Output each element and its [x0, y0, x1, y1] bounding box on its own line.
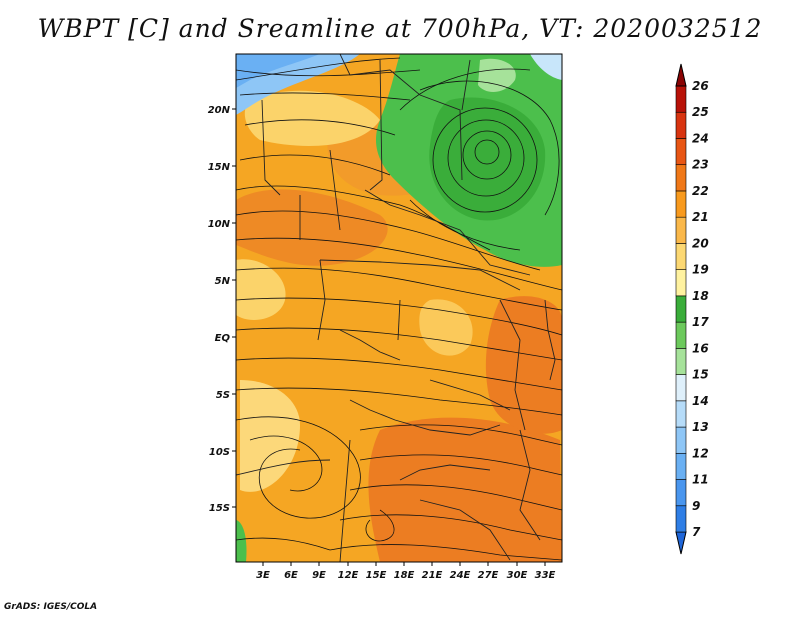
map-frame [235, 53, 563, 563]
colorbar-label: 23 [692, 158, 709, 172]
colorbar-box [675, 505, 687, 533]
colorbar-label: 25 [692, 105, 709, 119]
colorbar-box [675, 85, 687, 113]
colorbar-box [675, 295, 687, 323]
lat-label: 15N [208, 162, 231, 173]
colorbar-label: 7 [692, 525, 701, 539]
field-green-light [478, 58, 516, 92]
colorbar-box [675, 479, 687, 507]
colorbar-box [675, 400, 687, 428]
axis-ticks [232, 108, 546, 566]
lon-label: 21E [422, 570, 443, 581]
field-pale-west [236, 259, 286, 320]
lon-label: 6E [284, 570, 298, 581]
lon-label: 24E [450, 570, 471, 581]
lon-label: 9E [312, 570, 326, 581]
lat-label: 15S [209, 503, 230, 514]
country-boundaries [236, 54, 556, 562]
lon-label: 33E [535, 570, 556, 581]
colorbar-box [675, 374, 687, 402]
lon-label: 30E [507, 570, 528, 581]
lon-label: 27E [478, 570, 499, 581]
colorbar-label: 26 [692, 79, 709, 93]
colorbar-box [675, 190, 687, 218]
colorbar-box [675, 452, 687, 480]
wbpt-field [236, 54, 562, 562]
lat-label: 20N [208, 105, 231, 116]
lon-label: 18E [394, 570, 415, 581]
colorbar-label: 14 [692, 394, 709, 408]
colorbar-box [675, 321, 687, 349]
lon-label: 12E [338, 570, 359, 581]
colorbar-label: 21 [692, 210, 709, 224]
colorbar-arrow-high [675, 63, 687, 87]
colorbar-box [675, 164, 687, 192]
lat-label: EQ [215, 333, 231, 344]
lat-label: 10S [209, 447, 230, 458]
colorbar-label: 19 [692, 263, 709, 277]
field-hot-east [485, 296, 562, 434]
grads-credit: GrADS: IGES/COLA [4, 602, 98, 612]
colorbar-label: 11 [692, 473, 709, 487]
colorbar-box [675, 269, 687, 297]
colorbar-label: 12 [692, 446, 709, 460]
field-hot-west [236, 189, 388, 266]
colorbar-label: 17 [692, 315, 709, 329]
lat-label: 5S [216, 390, 230, 401]
colorbar-label: 24 [692, 131, 709, 145]
colorbar-label: 22 [692, 184, 709, 198]
field-green-southwest [236, 520, 247, 562]
map-title: WBPT [C] and Sreamline at 700hPa, VT: 20… [37, 14, 763, 43]
field-hot-south [368, 417, 562, 562]
longitude-labels: 3E 6E 9E 12E 15E 18E 21E 24E 27E 30E 33E [256, 570, 555, 581]
latitude-labels: 20N 15N 10N 5N EQ 5S 10S 15S [208, 105, 231, 514]
colorbar-box [675, 138, 687, 166]
colorbar-box [675, 216, 687, 244]
field-blue-deep [236, 54, 320, 88]
colorbar-box [675, 348, 687, 375]
colorbar-label: 9 [692, 499, 700, 513]
streamlines [236, 57, 562, 561]
colorbar-label: 18 [692, 289, 709, 303]
field-pale-north [244, 90, 380, 146]
lon-label: 3E [256, 570, 270, 581]
lat-label: 5N [215, 276, 231, 287]
colorbar-box [675, 426, 687, 454]
colorbar-arrow-low [675, 531, 687, 555]
lon-label: 15E [366, 570, 387, 581]
colorbar-label: 15 [692, 368, 709, 382]
colorbar-label: 20 [692, 236, 709, 250]
colorbar-box [675, 243, 687, 270]
field-green-core [429, 97, 546, 221]
colorbar: 7 9 11 12 13 14 15 16 17 18 19 20 21 22 23 24 25 26 [675, 63, 709, 555]
colorbar-label: 13 [692, 420, 709, 434]
colorbar-label: 16 [692, 341, 709, 355]
field-blue-northeast [530, 54, 562, 80]
colorbar-box [675, 111, 687, 139]
lat-label: 10N [208, 219, 231, 230]
